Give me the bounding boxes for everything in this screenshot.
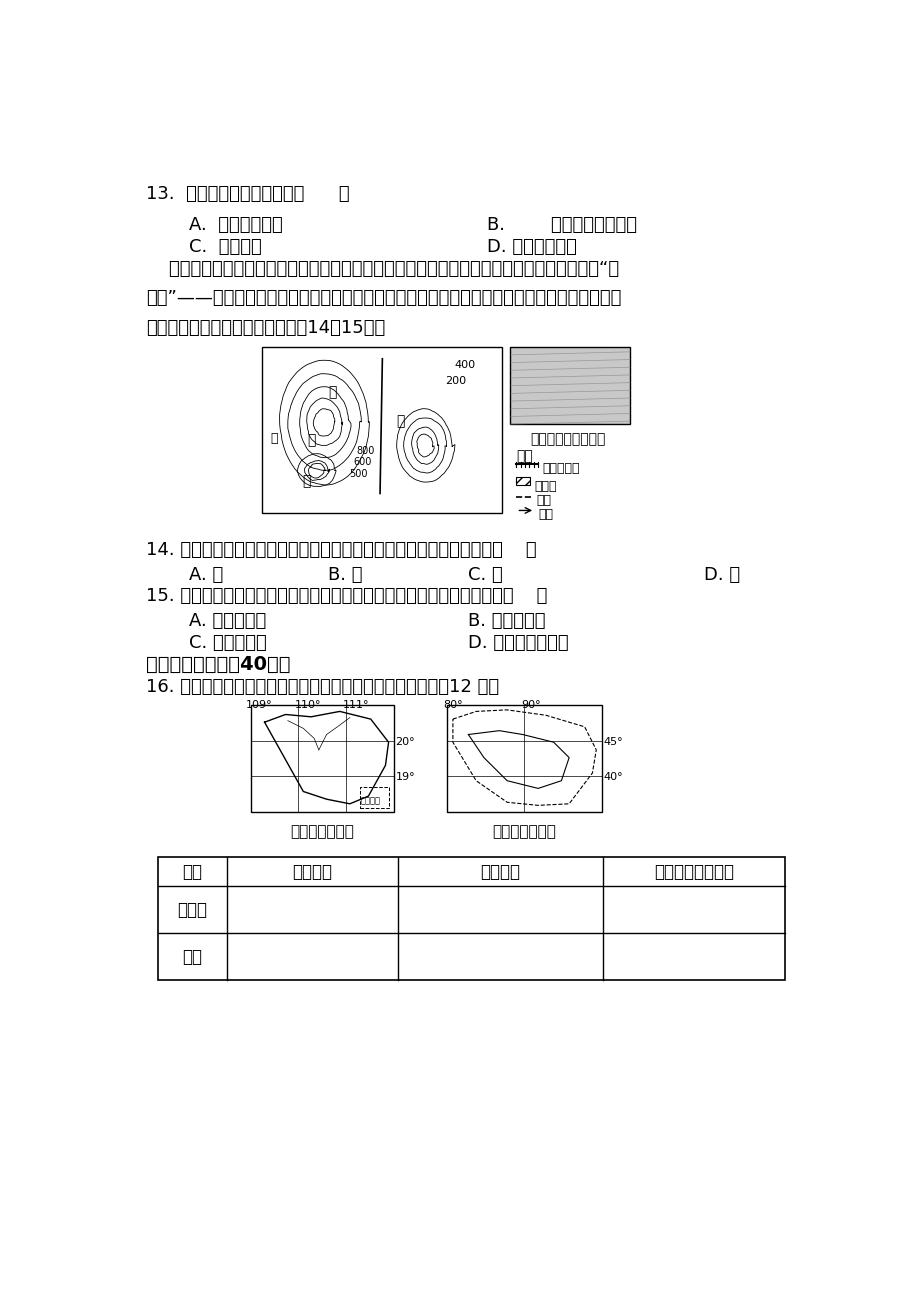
- Text: C. 丙: C. 丙: [467, 566, 502, 583]
- Text: A. 太阳辐射强: A. 太阳辐射强: [188, 612, 266, 630]
- Bar: [516, 478, 530, 486]
- Text: D. 面板清扫频次少: D. 面板清扫频次少: [467, 634, 568, 651]
- Text: 西: 西: [269, 432, 278, 445]
- Text: 45°: 45°: [603, 737, 622, 747]
- Text: 隙道: 隙道: [536, 495, 551, 508]
- Text: A.  沙尘暴频度小: A. 沙尘暴频度小: [188, 216, 282, 234]
- Text: 109°: 109°: [245, 700, 272, 710]
- Text: 地形特点: 地形特点: [480, 862, 520, 880]
- Text: B. 乙: B. 乙: [328, 566, 362, 583]
- Text: 40°: 40°: [603, 772, 622, 783]
- Text: 南海诸岛: 南海诸岛: [360, 796, 380, 805]
- Text: A. 甲: A. 甲: [188, 566, 222, 583]
- Text: 图例: 图例: [516, 449, 533, 462]
- Text: 二、非选择题（八40分）: 二、非选择题（八40分）: [146, 655, 290, 674]
- Text: 15. 与甘肃河西走廘相比，该地建设大型集中式光伏发电站的比较优势是（    ）: 15. 与甘肃河西走廘相比，该地建设大型集中式光伏发电站的比较优势是（ ）: [146, 587, 547, 605]
- Text: 图示意我国华北平原西部某区域等高线图，图中低山、丘陵地带以荔山草坡为主，正在打造“太
阳山”——建设大型山坡集中式光伏发电站。光伏发电站的发电效率主要与日照强度: 图示意我国华北平原西部某区域等高线图，图中低山、丘陵地带以荔山草坡为主，正在打造…: [146, 260, 620, 337]
- Text: 111°: 111°: [342, 700, 369, 710]
- Text: 110°: 110°: [294, 700, 321, 710]
- Text: 乙: 乙: [307, 434, 315, 448]
- Text: 河流: 河流: [538, 508, 552, 521]
- Text: 地理位置: 地理位置: [292, 862, 333, 880]
- Text: 居民点: 居民点: [534, 479, 556, 492]
- Text: 19°: 19°: [395, 772, 414, 783]
- Text: 16. 读我国海南岛和新疆河流分布图，填表回答下列问题。（12 分）: 16. 读我国海南岛和新疆河流分布图，填表回答下列问题。（12 分）: [146, 678, 499, 697]
- Bar: [447, 706, 601, 811]
- Text: 甲: 甲: [328, 385, 336, 400]
- Bar: [510, 348, 630, 424]
- Text: 20°: 20°: [395, 737, 414, 747]
- Text: C.  降水量少: C. 降水量少: [188, 238, 261, 256]
- Text: 丁: 丁: [302, 474, 311, 488]
- Bar: [262, 348, 502, 513]
- Text: 海南河流分布图: 海南河流分布图: [290, 824, 354, 838]
- Text: 600: 600: [353, 457, 371, 467]
- Text: 海南岛: 海南岛: [177, 901, 208, 919]
- Text: 200: 200: [445, 376, 466, 387]
- Bar: [359, 786, 389, 809]
- Text: 500: 500: [348, 469, 368, 479]
- Text: 13.  与甲地区相比，乙地区（      ）: 13. 与甲地区相比，乙地区（ ）: [146, 185, 349, 203]
- Bar: [250, 706, 393, 811]
- Text: 丙: 丙: [396, 414, 404, 428]
- Text: 90°: 90°: [520, 700, 540, 710]
- Text: 鐵路、桥梁: 鐵路、桥梁: [541, 462, 579, 475]
- Text: C. 用地成本低: C. 用地成本低: [188, 634, 267, 651]
- Text: B. 日照时数多: B. 日照时数多: [467, 612, 545, 630]
- Text: 14. 在甲、乙、丙、丁四个荔山草坡安置太阳能板，发电效率最高的是（    ）: 14. 在甲、乙、丙、丁四个荔山草坡安置太阳能板，发电效率最高的是（ ）: [146, 542, 536, 560]
- Text: B.        土壤有机质含量高: B. 土壤有机质含量高: [486, 216, 636, 234]
- Bar: [157, 857, 785, 980]
- Text: D. 生物生产力高: D. 生物生产力高: [486, 238, 576, 256]
- Text: 80°: 80°: [443, 700, 463, 710]
- Text: 800: 800: [357, 445, 375, 456]
- Text: 新疆河流分布图: 新疆河流分布图: [492, 824, 555, 838]
- Text: 农业气候资源优势: 农业气候资源优势: [653, 862, 733, 880]
- Text: 新疆: 新疆: [182, 948, 202, 966]
- Text: D. 丁: D. 丁: [703, 566, 739, 583]
- Text: 省区: 省区: [182, 862, 202, 880]
- Text: 山坡集中式光伏发电: 山坡集中式光伏发电: [529, 432, 605, 445]
- Text: 400: 400: [454, 359, 475, 370]
